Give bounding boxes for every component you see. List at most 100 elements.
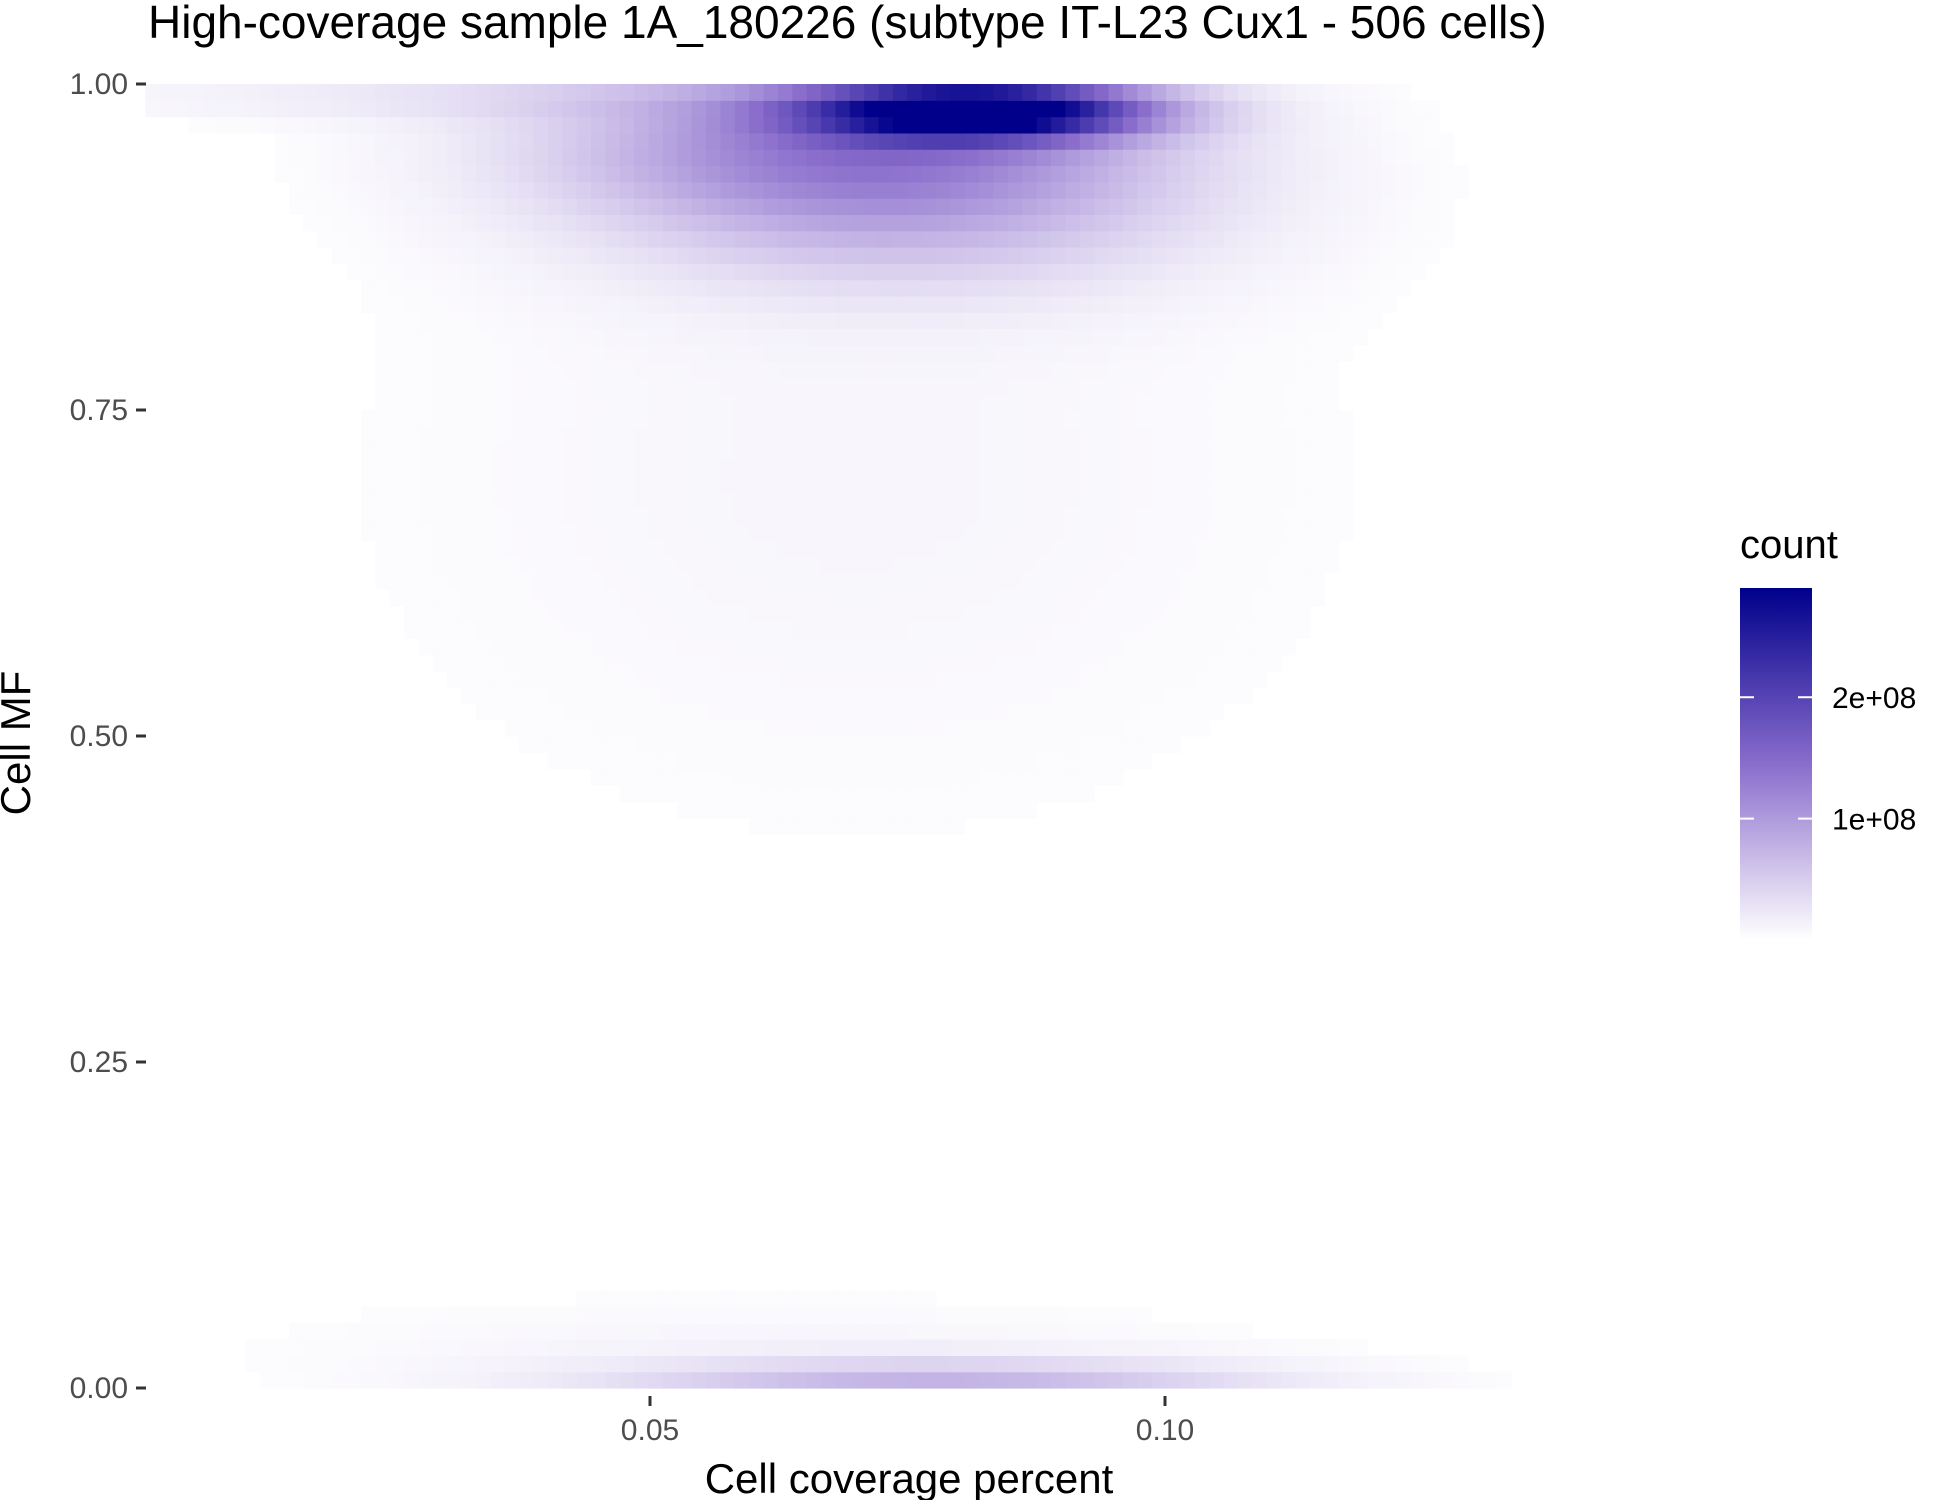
heatmap-tile: [706, 149, 721, 167]
heatmap-tile: [936, 752, 951, 770]
heatmap-tile: [389, 524, 405, 541]
heatmap-tile: [1166, 165, 1182, 183]
heatmap-tile: [619, 1290, 635, 1308]
heatmap-tile: [1252, 247, 1268, 264]
heatmap-tile: [1209, 491, 1225, 509]
heatmap-tile: [1281, 605, 1297, 623]
heatmap-tile: [849, 1371, 865, 1389]
heatmap-tile: [691, 540, 707, 558]
heatmap-tile: [950, 1355, 966, 1373]
heatmap-tile: [993, 491, 1009, 509]
heatmap-tile: [964, 100, 980, 118]
heatmap-tile: [806, 214, 822, 232]
heatmap-tile: [1151, 361, 1167, 378]
heatmap-tile: [1353, 84, 1368, 101]
heatmap-tile: [734, 1355, 750, 1373]
heatmap-tile: [806, 719, 822, 737]
heatmap-tile: [1022, 524, 1038, 541]
heatmap-tile: [634, 605, 650, 623]
heatmap-tile: [619, 784, 635, 802]
heatmap-tile: [1108, 295, 1124, 313]
heatmap-tile: [835, 279, 851, 297]
heatmap-tile: [806, 573, 822, 590]
heatmap-tile: [1223, 1322, 1239, 1340]
heatmap-tile: [289, 181, 305, 199]
heatmap-tile: [734, 165, 750, 183]
heatmap-tile: [821, 393, 836, 411]
heatmap-tile: [562, 230, 578, 248]
heatmap-tile: [1065, 719, 1081, 737]
heatmap-tile: [1295, 165, 1311, 183]
heatmap-tile: [835, 784, 851, 802]
heatmap-tile: [1252, 589, 1268, 607]
heatmap-tile: [720, 230, 736, 248]
heatmap-tile: [605, 214, 621, 232]
heatmap-tile: [777, 573, 793, 590]
heatmap-tile: [792, 817, 808, 835]
heatmap-tile: [1281, 638, 1297, 656]
heatmap-tile: [964, 589, 980, 607]
heatmap-tile: [1252, 377, 1268, 395]
heatmap-tile: [1137, 181, 1153, 199]
heatmap-tile: [806, 426, 822, 444]
heatmap-tile: [389, 556, 405, 574]
heatmap-tile: [1381, 1371, 1397, 1389]
heatmap-tile: [662, 100, 678, 118]
heatmap-tile: [404, 295, 420, 313]
heatmap-tile: [907, 165, 923, 183]
heatmap-tile: [691, 573, 707, 590]
heatmap-tile: [1209, 458, 1225, 476]
heatmap-tile: [1252, 507, 1268, 525]
heatmap-tile: [504, 393, 520, 411]
heatmap-tile: [734, 132, 750, 150]
heatmap-tile: [1324, 507, 1340, 525]
heatmap-tile: [907, 410, 923, 427]
heatmap-tile: [490, 116, 506, 134]
heatmap-tile: [404, 426, 420, 444]
heatmap-tile: [519, 442, 535, 460]
heatmap-tile: [691, 687, 707, 704]
heatmap-tile: [490, 1371, 506, 1389]
heatmap-tile: [634, 1339, 650, 1356]
heatmap-tile: [1194, 1339, 1210, 1356]
heatmap-tile: [1252, 149, 1268, 167]
heatmap-tile: [936, 181, 951, 199]
heatmap-tile: [1108, 1306, 1124, 1324]
heatmap-tile: [317, 165, 333, 183]
heatmap-tile: [634, 344, 650, 362]
heatmap-tile: [734, 703, 750, 721]
heatmap-tile: [619, 573, 635, 590]
heatmap-tile: [1079, 410, 1095, 427]
heatmap-tile: [892, 426, 908, 444]
heatmap-tile: [864, 654, 880, 672]
heatmap-tile: [1238, 328, 1253, 346]
heatmap-tile: [878, 132, 894, 150]
heatmap-tile: [1194, 719, 1210, 737]
heatmap-tile: [1108, 312, 1124, 330]
heatmap-tile: [777, 84, 793, 101]
heatmap-tile: [1381, 84, 1397, 101]
heatmap-tile: [950, 214, 966, 232]
heatmap-tile: [389, 132, 405, 150]
heatmap-tile: [1079, 393, 1095, 411]
heatmap-tile: [734, 214, 750, 232]
heatmap-tile: [648, 442, 664, 460]
heatmap-tile: [432, 540, 448, 558]
heatmap-tile: [734, 458, 750, 476]
heatmap-tile: [1324, 556, 1340, 574]
heatmap-tile: [720, 573, 736, 590]
heatmap-tile: [892, 654, 908, 672]
heatmap-tile: [576, 573, 592, 590]
heatmap-tile: [1122, 605, 1138, 623]
heatmap-tile: [821, 1306, 836, 1324]
heatmap-tile: [619, 312, 635, 330]
heatmap-tile: [1051, 442, 1067, 460]
heatmap-tile: [547, 507, 563, 525]
heatmap-tile: [979, 377, 995, 395]
heatmap-tile: [1266, 556, 1282, 574]
heatmap-tile: [648, 279, 664, 297]
heatmap-tile: [792, 247, 808, 264]
heatmap-tile: [691, 132, 707, 150]
heatmap-tile: [1223, 393, 1239, 411]
heatmap-tile: [1309, 393, 1325, 411]
